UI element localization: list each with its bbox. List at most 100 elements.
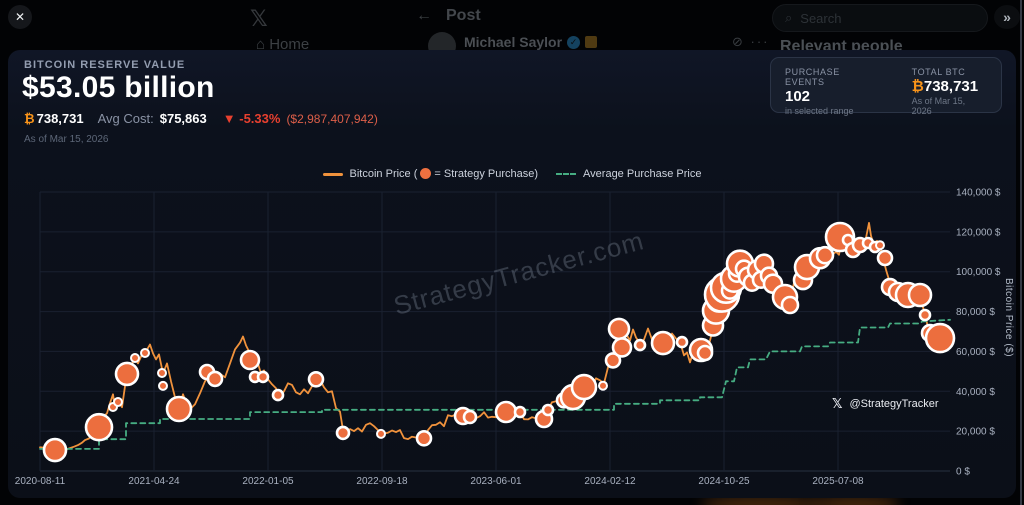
x-tick-label: 2022-09-18 (356, 476, 408, 487)
bitcoin-reserve-card: BITCOIN RESERVE VALUE $53.05 billion ₿ 73… (8, 50, 1016, 498)
purchase-bubble[interactable] (875, 240, 885, 251)
y-tick-label: 80,000 $ (956, 307, 995, 318)
total-btc-value: ₿738,731 (911, 78, 979, 95)
change-down-icon: ▼ (222, 111, 236, 126)
scrollbar[interactable] (1020, 0, 1022, 505)
search-input[interactable]: ⌕ Search (772, 4, 988, 32)
affiliate-badge-icon (585, 36, 598, 48)
purchase-bubble[interactable] (114, 361, 140, 387)
sidebar-item-home[interactable]: ⌂ Home (256, 36, 310, 53)
purchase-bubble[interactable] (675, 335, 689, 349)
author-row[interactable]: Michael Saylor ✓ (464, 34, 598, 50)
purchase-bubble[interactable] (165, 395, 193, 423)
y-tick-label: 60,000 $ (956, 347, 995, 358)
purchase-events-value: 102 (785, 88, 811, 105)
purchase-bubble[interactable] (307, 370, 325, 388)
y-tick-label: 120,000 $ (956, 227, 1001, 238)
as-of-date: As of Mar 15, 2026 (24, 134, 109, 145)
x-tick-label: 2022-01-05 (242, 476, 294, 487)
purchase-bubble[interactable] (541, 403, 555, 417)
purchase-bubble[interactable] (876, 249, 894, 267)
purchase-bubble[interactable] (650, 330, 676, 356)
avg-cost-value: $75,863 (159, 111, 207, 126)
total-btc-label: TOTAL BTC (911, 67, 966, 77)
btc-amount: 738,731 (36, 111, 84, 126)
purchase-bubble[interactable] (113, 397, 123, 407)
total-btc-stat: TOTAL BTC ₿738,731 As of Mar 15, 2026 (911, 67, 987, 116)
x-tick-label: 2021-04-24 (128, 476, 180, 487)
purchase-bubble[interactable] (415, 429, 433, 447)
close-button[interactable]: ✕ (8, 5, 32, 29)
y-tick-label: 140,000 $ (956, 188, 1001, 199)
purchase-bubble[interactable] (815, 245, 835, 265)
purchase-bubble[interactable] (633, 338, 647, 352)
btc-symbol: ₿ (24, 111, 35, 126)
reserve-value: $53.05 billion (22, 71, 215, 104)
chart-legend: Bitcoin Price (= Strategy Purchase) Aver… (8, 168, 1016, 180)
purchase-events-label: PURCHASE EVENTS (785, 67, 840, 87)
holdings-summary-row: ₿ 738,731 Avg Cost: $75,863 ▼ -5.33% ($2,… (24, 111, 378, 126)
background-image-glow (810, 497, 900, 505)
author-name: Michael Saylor (464, 34, 563, 50)
stats-box: PURCHASE EVENTS 102 in selected range TO… (770, 57, 1002, 116)
purchase-bubble[interactable] (157, 368, 167, 378)
purchase-bubble[interactable] (611, 337, 633, 358)
purchase-bubble[interactable] (907, 282, 933, 308)
purchase-bubble[interactable] (780, 295, 800, 315)
legend-avg-label: Average Purchase Price (583, 168, 702, 180)
avg-cost-label: Avg Cost: (97, 111, 154, 126)
next-image-button[interactable]: » (994, 5, 1020, 29)
purchase-bubble[interactable] (918, 308, 932, 322)
purchase-bubble[interactable] (158, 380, 168, 391)
y-tick-label: 100,000 $ (956, 267, 1001, 278)
change-percent: ▼ -5.33% (222, 111, 281, 126)
y-tick-label: 20,000 $ (956, 427, 995, 438)
purchase-bubble[interactable] (570, 373, 598, 401)
purchase-bubble[interactable] (130, 353, 140, 363)
back-arrow-icon[interactable]: ← (416, 7, 432, 24)
legend-average-price[interactable]: Average Purchase Price (556, 168, 701, 180)
search-icon: ⌕ (785, 10, 793, 25)
y-tick-label: 40,000 $ (956, 387, 995, 398)
btc-symbol: ₿ (911, 78, 924, 95)
purchase-bubble[interactable] (256, 370, 270, 384)
post-actions-icons[interactable]: ⊘ ··· (732, 34, 770, 49)
avg-line-swatch-icon (556, 173, 577, 175)
purchase-bubble[interactable] (696, 344, 714, 362)
purchase-bubble[interactable] (376, 428, 386, 439)
verified-icon: ✓ (567, 35, 581, 49)
purchase-bubble[interactable] (513, 405, 527, 419)
purchase-bubble[interactable] (604, 352, 622, 369)
x-tick-label: 2024-02-12 (584, 476, 636, 487)
purchase-events-stat: PURCHASE EVENTS 102 in selected range (785, 67, 882, 116)
legend-bitcoin-price[interactable]: Bitcoin Price (= Strategy Purchase) (322, 168, 538, 180)
avg-price-line (39, 318, 951, 450)
purchase-bubble[interactable] (598, 380, 608, 391)
card-title-label: BITCOIN RESERVE VALUE (24, 59, 186, 71)
purchase-bubble[interactable] (239, 349, 261, 371)
total-btc-sub: As of Mar 15, 2026 (911, 96, 966, 116)
change-absolute: ($2,987,407,942) (286, 112, 378, 126)
purchase-bubble[interactable] (42, 437, 68, 463)
purchase-bubble[interactable] (271, 388, 285, 402)
x-logo: 𝕏 (250, 6, 268, 31)
purchase-bubble[interactable] (462, 409, 478, 425)
x-tick-label: 2020-08-11 (15, 476, 66, 487)
purchase-bubble[interactable] (607, 317, 631, 341)
purchase-bubble[interactable] (494, 400, 518, 424)
background-image-glow (700, 497, 820, 505)
purchase-bubble[interactable] (84, 412, 114, 442)
purchase-bubble[interactable] (924, 322, 956, 354)
x-tick-label: 2025-07-08 (812, 476, 864, 487)
purchase-bubble[interactable] (206, 370, 224, 388)
purchase-bubble[interactable] (335, 425, 351, 441)
purchase-bubble[interactable] (140, 348, 150, 358)
search-placeholder: Search (800, 10, 842, 26)
purchase-events-sub: in selected range (785, 106, 854, 116)
footer-handle-text: @StrategyTracker (849, 398, 939, 410)
x-tick-label: 2023-06-01 (470, 476, 522, 487)
x-tick-label: 2024-10-25 (698, 476, 750, 487)
purchase-dot-icon (420, 168, 432, 179)
